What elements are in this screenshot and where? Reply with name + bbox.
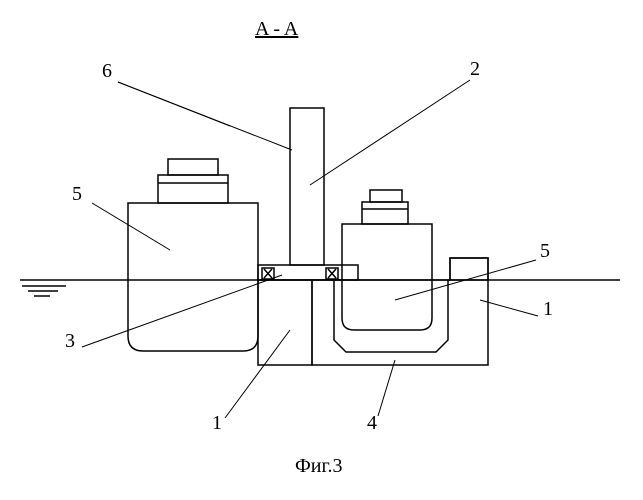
small-vessel-hull — [342, 224, 432, 330]
label-3: 3 — [65, 330, 75, 353]
dock-inner — [334, 280, 448, 352]
left-vessel-hatch — [168, 159, 218, 175]
crane-column — [290, 108, 324, 265]
right-pier-block — [450, 258, 488, 280]
small-vessel-hatch — [370, 190, 402, 202]
left-vessel-deckhouse — [158, 175, 228, 203]
label-4: 4 — [367, 412, 377, 435]
small-vessel-deckhouse — [362, 202, 408, 224]
label-6: 6 — [102, 60, 112, 83]
label-1-left: 1 — [212, 412, 222, 435]
label-1-right: 1 — [543, 298, 553, 321]
left-vessel-hull — [128, 203, 258, 351]
label-5-right: 5 — [540, 240, 550, 263]
leaders — [82, 80, 538, 418]
label-5-left: 5 — [72, 183, 82, 206]
figure-caption: Фиг.3 — [295, 455, 342, 478]
label-2: 2 — [470, 58, 480, 81]
center-pier-body — [258, 280, 312, 365]
